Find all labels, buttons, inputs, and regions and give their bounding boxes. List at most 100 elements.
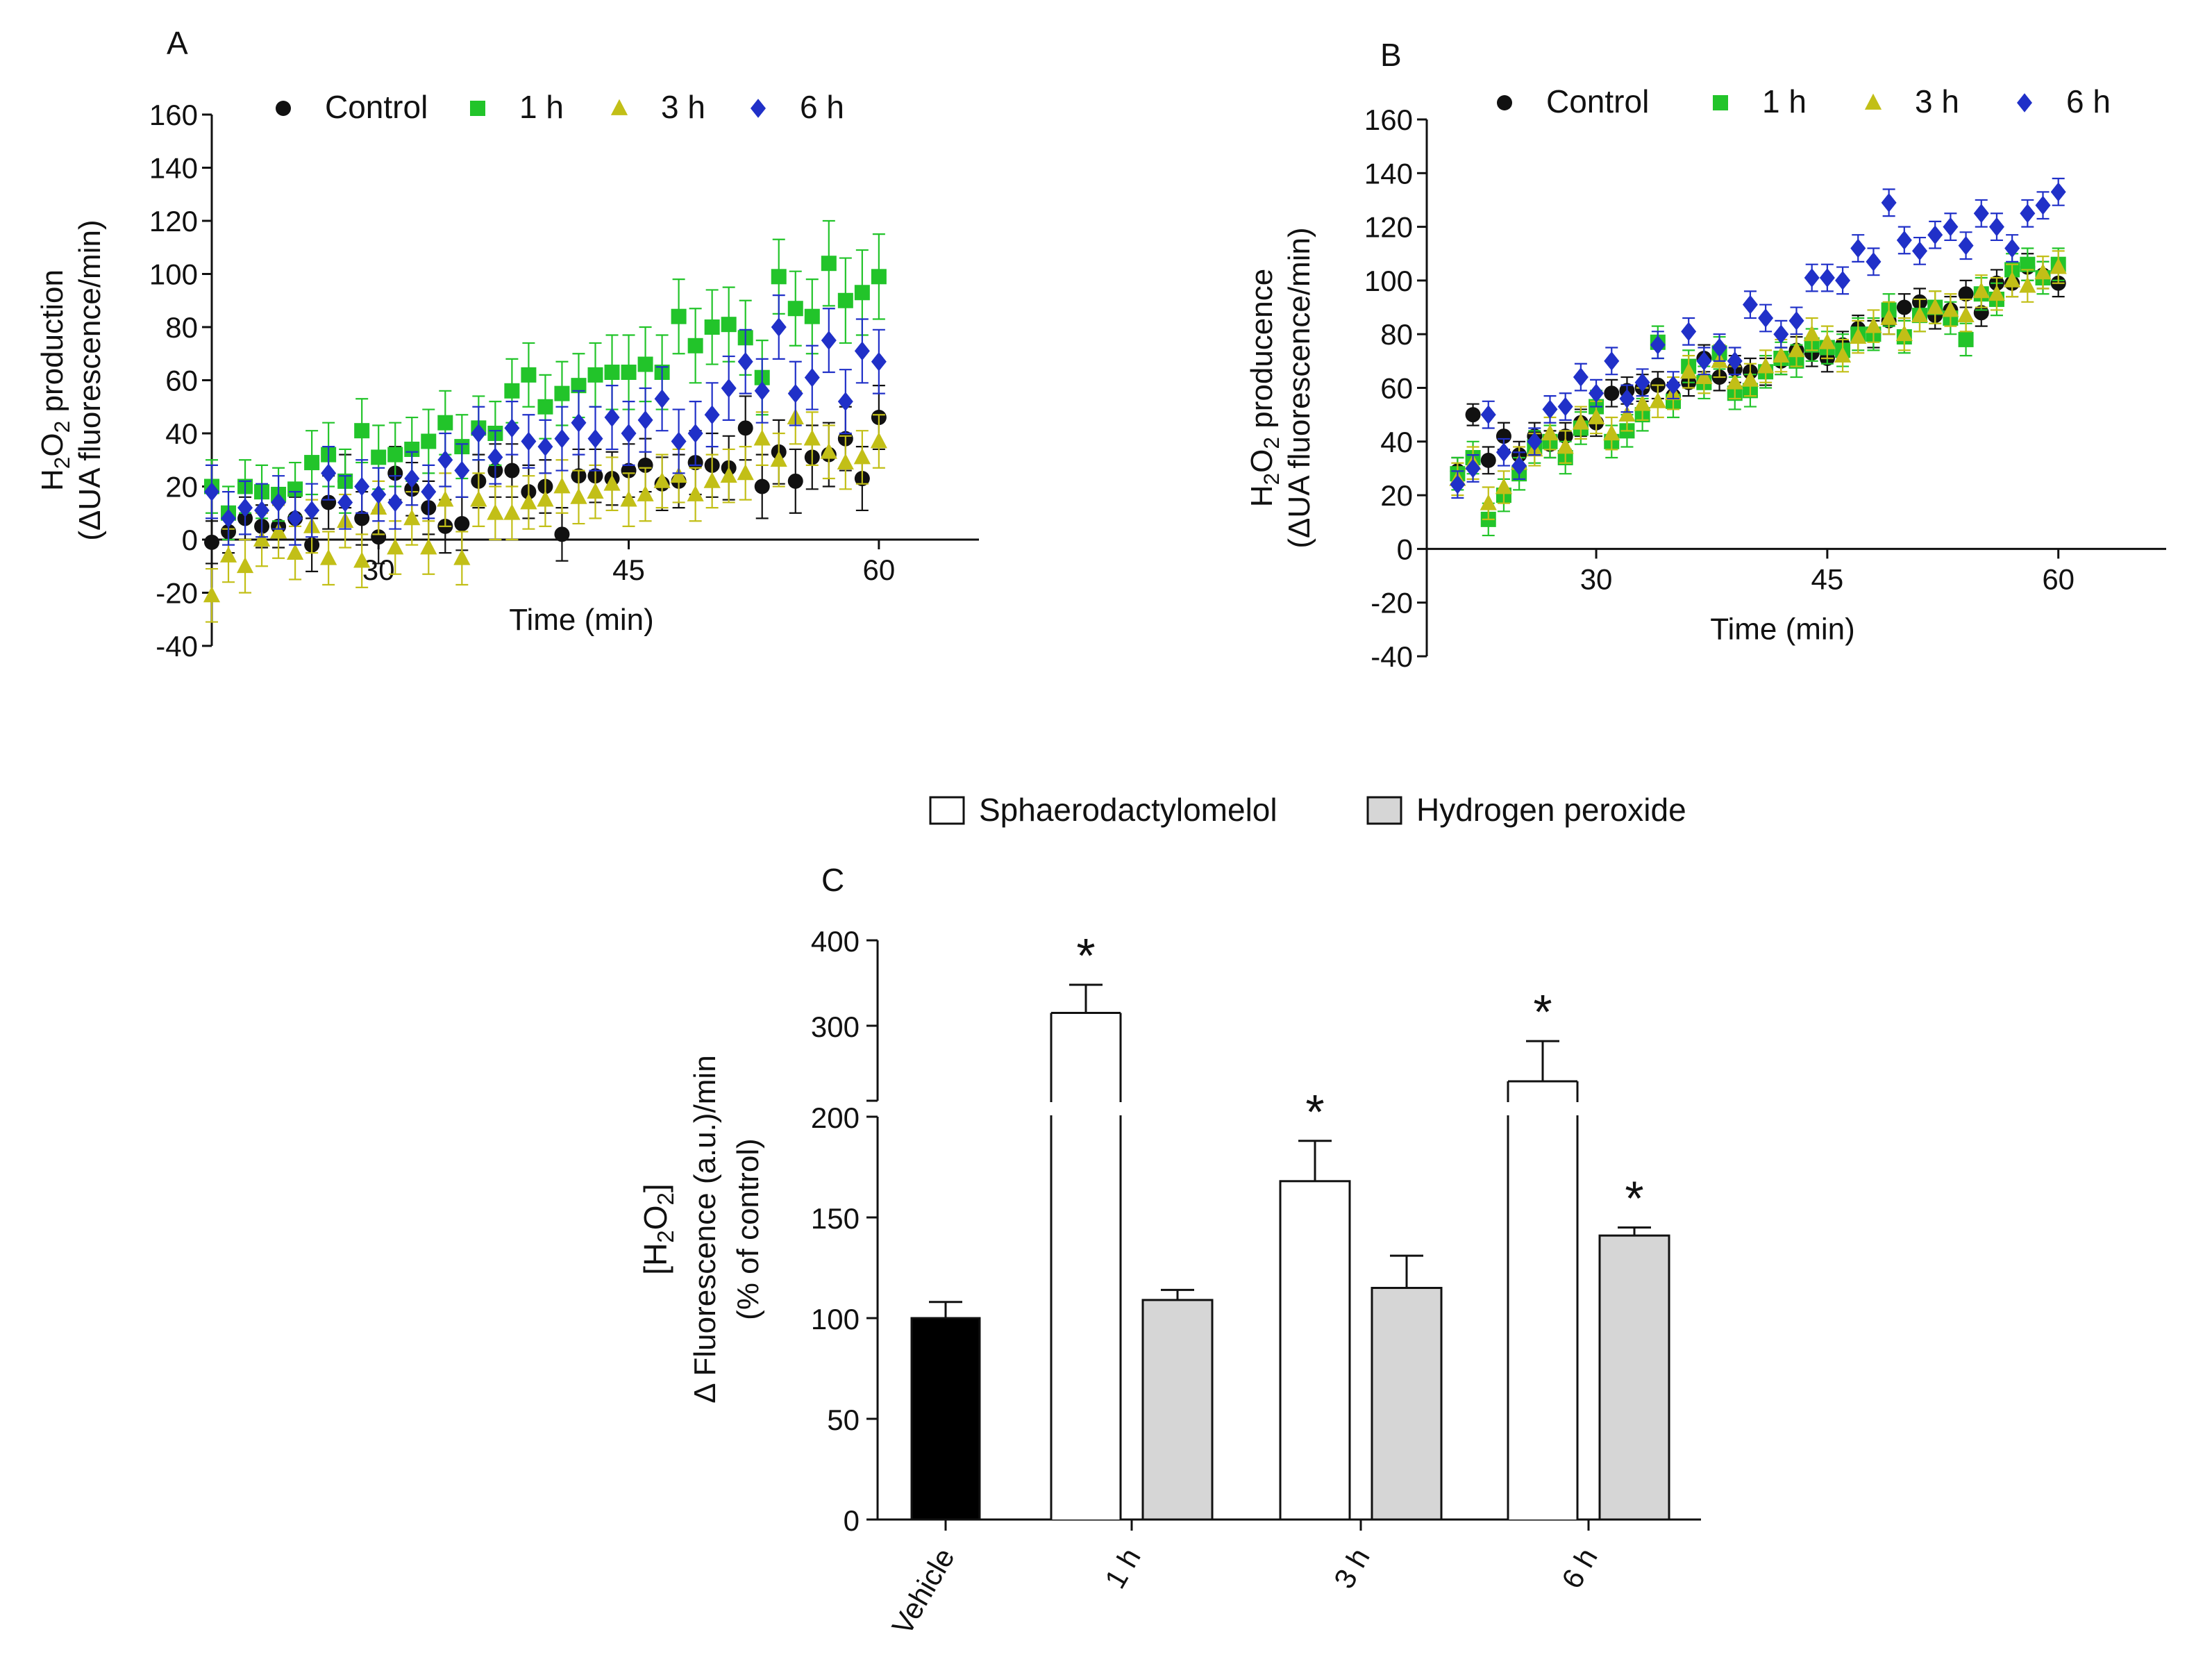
data-point	[537, 490, 554, 507]
y-tick-label: -20	[156, 577, 198, 610]
data-point	[520, 493, 537, 510]
data-point	[2020, 203, 2036, 224]
data-point	[637, 485, 654, 501]
data-point	[671, 431, 687, 451]
data-point	[704, 405, 720, 424]
data-point	[1958, 331, 1974, 347]
y-tick-label: 40	[1380, 426, 1413, 458]
data-point	[737, 351, 753, 372]
panel-letter: B	[1380, 37, 1402, 73]
data-point	[1819, 268, 1835, 288]
data-point	[1973, 305, 1989, 321]
data-point	[1603, 424, 1620, 441]
data-point	[421, 433, 437, 449]
data-point	[221, 508, 237, 528]
legend-marker	[610, 99, 628, 115]
legend-marker	[1864, 93, 1882, 110]
data-point	[1973, 203, 1989, 224]
data-point	[2034, 263, 2052, 280]
data-point	[837, 292, 853, 308]
x-tick-label: 60	[863, 553, 896, 586]
y-tick-label: 160	[1364, 103, 1413, 136]
data-point	[553, 477, 571, 494]
data-point	[870, 432, 887, 449]
data-point	[371, 529, 387, 545]
series-6-h	[204, 294, 887, 546]
data-point	[437, 450, 453, 469]
data-point	[1957, 306, 1975, 323]
data-point	[1912, 241, 1927, 261]
data-point	[1573, 367, 1589, 387]
ylabel-part: producence	[1245, 269, 1279, 437]
data-point	[1880, 308, 1897, 325]
y-tick-label: 0	[182, 524, 198, 556]
data-point	[321, 463, 337, 483]
data-point	[771, 317, 787, 337]
data-point	[420, 538, 437, 555]
data-point	[437, 490, 454, 507]
data-point	[570, 488, 587, 504]
y-tick-label: 400	[811, 925, 860, 958]
data-point	[1604, 351, 1620, 371]
series-control	[1450, 253, 2066, 485]
x-tick-label: 45	[612, 553, 645, 586]
data-point	[487, 503, 504, 520]
legend-label: 6 h	[2066, 83, 2111, 119]
data-point	[770, 451, 787, 467]
data-point	[1927, 298, 1944, 315]
data-point	[687, 424, 703, 443]
legend-marker	[2017, 93, 2032, 113]
data-point	[354, 423, 370, 439]
data-point	[1742, 294, 1758, 315]
y-tick-label: 80	[1380, 318, 1413, 351]
data-point	[304, 501, 320, 520]
data-point	[654, 389, 670, 409]
y-tick-label: 100	[149, 258, 198, 291]
data-point	[1788, 311, 1804, 331]
data-point	[504, 418, 520, 438]
ylabel-part: 2	[653, 1192, 679, 1205]
data-point	[787, 301, 803, 317]
x-tick-label: 3 h	[1327, 1542, 1376, 1594]
y-tick-label: 20	[1380, 479, 1413, 512]
data-point	[1773, 346, 1790, 363]
bar-break-gap	[1048, 1102, 1123, 1115]
legend-marker	[751, 99, 766, 118]
panel-letter: A	[167, 25, 188, 61]
y-tick-label: 140	[149, 152, 198, 185]
bar-vehicle	[910, 1317, 981, 1521]
data-point	[1680, 363, 1698, 379]
data-point	[571, 413, 587, 433]
y-axis-title: H2O2 production	[35, 269, 74, 491]
data-point	[437, 415, 453, 431]
data-point	[470, 490, 487, 507]
y-tick-label: 0	[844, 1504, 860, 1537]
series-1-h	[1450, 247, 2066, 537]
x-tick-label: 30	[1580, 563, 1613, 595]
ylabel-part: 2	[653, 1230, 679, 1242]
data-point	[621, 424, 637, 443]
data-point	[1634, 373, 1650, 392]
data-point	[1557, 438, 1574, 454]
data-point	[621, 365, 637, 381]
data-point	[1896, 299, 1912, 315]
bar-hydrogen-peroxide	[1598, 1234, 1670, 1521]
legend-marker	[276, 101, 291, 116]
data-point	[1757, 357, 1775, 374]
data-point	[1927, 225, 1943, 244]
data-point	[1495, 478, 1513, 494]
y-tick-label: 120	[1364, 211, 1413, 244]
data-point	[404, 441, 420, 457]
data-point	[1803, 325, 1820, 342]
data-point	[803, 429, 821, 446]
data-point	[203, 586, 221, 603]
data-point	[1758, 308, 1774, 328]
data-point	[1911, 306, 1929, 323]
data-point	[1943, 217, 1959, 237]
data-point	[287, 481, 303, 497]
y-tick-label: 60	[165, 365, 198, 397]
data-point	[753, 429, 771, 446]
ylabel-part: H	[35, 469, 69, 491]
data-point	[820, 442, 837, 459]
data-point	[1958, 286, 1974, 302]
